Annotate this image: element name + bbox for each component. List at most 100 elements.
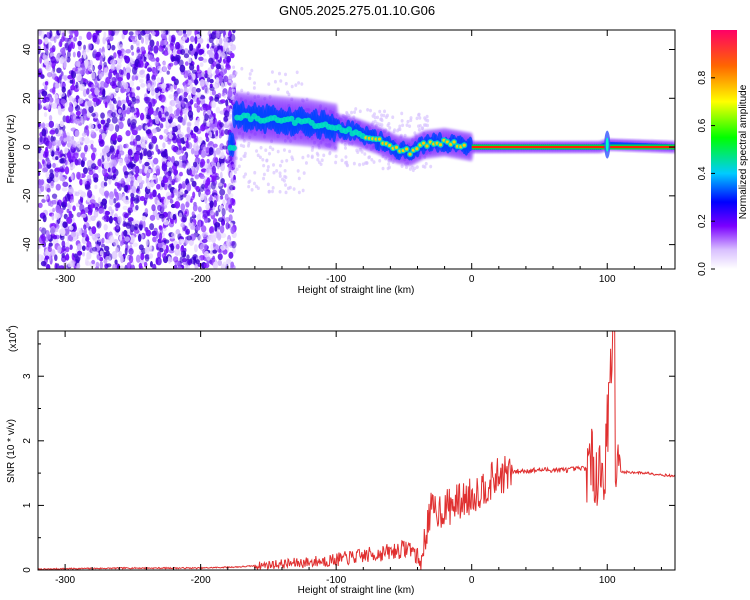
spectrum-speckle	[223, 183, 227, 188]
spectrum-speckle	[86, 174, 92, 180]
spectrum-speckle	[49, 47, 55, 53]
spectrum-speckle	[417, 113, 421, 117]
spectrum-speckle	[91, 163, 97, 170]
spectrum-speckle	[62, 142, 66, 147]
spectrum-speckle	[46, 31, 50, 38]
spectrum-spike-core	[605, 137, 609, 152]
spectrum-speckle	[173, 256, 179, 263]
spectrum-speckle	[373, 112, 377, 116]
spectrum-speckle	[131, 51, 135, 56]
spectrum-speckle	[63, 60, 67, 69]
spectrum-speckle	[411, 165, 415, 170]
spectrum-speckle	[191, 86, 198, 96]
spectrum-speckle	[301, 155, 305, 160]
spectrum-speckle	[297, 190, 301, 195]
spectrum-speckle	[80, 61, 86, 69]
spectrum-speckle	[54, 262, 58, 269]
spectrum-speckle	[130, 118, 137, 126]
spectrum-speckle	[76, 243, 82, 251]
spectrum-speckle	[177, 233, 182, 240]
spectrum-speckle	[174, 41, 181, 50]
spectrum-speckle	[186, 30, 192, 36]
spectrum-speckle	[398, 124, 402, 129]
spectrum-speckle	[188, 94, 192, 100]
spectrum-speckle	[243, 151, 247, 156]
spectrum-speckle	[141, 215, 147, 221]
spectrum-speckle	[186, 69, 191, 77]
spectrum-speckle	[112, 216, 118, 221]
spectrum-peak-high	[438, 143, 443, 147]
spectrum-speckle	[179, 110, 183, 117]
spectrum-speckle	[147, 108, 154, 115]
spectrum-speckle	[197, 37, 204, 44]
spectrum-speckle	[334, 154, 338, 159]
colorbar-tick-label: 0.8	[697, 70, 708, 84]
spectrum-speckle	[421, 126, 425, 130]
spectrum-speckle	[131, 96, 136, 102]
spectrum-speckle	[88, 105, 94, 114]
spectrum-speckle	[125, 48, 131, 54]
spectrum-speckle	[43, 58, 50, 66]
spectrum-speckle	[64, 42, 69, 51]
spectrum-speckle	[226, 55, 231, 63]
spectrum-speckle	[206, 235, 213, 243]
spectrum-speckle	[148, 143, 152, 150]
spectrum-speckle	[222, 199, 226, 206]
spectrum-speckle	[97, 158, 102, 167]
spectrum-speckle	[70, 84, 76, 91]
spectrum-speckle	[177, 266, 183, 269]
spectrum-peak-high	[405, 147, 409, 151]
spectrum-speckle	[122, 220, 126, 228]
spectrum-speckle	[140, 141, 146, 148]
spectrum-speckle	[202, 52, 206, 57]
spectrum-speckle	[165, 84, 170, 89]
spectrum-speckle	[129, 176, 135, 184]
spectrum-speckle	[134, 98, 140, 104]
spectrum-speckle	[175, 30, 180, 33]
spectrum-speckle	[186, 183, 192, 192]
spectrum-speckle	[138, 265, 144, 269]
spectrum-speckle	[86, 88, 90, 95]
spectrum-speckle	[77, 158, 82, 166]
spectrum-speckle	[178, 155, 184, 161]
spectrum-speckle	[117, 108, 122, 114]
spectrum-speckle	[174, 54, 181, 61]
spectrum-speckle	[138, 158, 142, 164]
spectrum-speckle	[139, 152, 143, 161]
spectrum-speckle	[106, 44, 110, 49]
spectrum-speckle	[162, 135, 169, 142]
colorbar: 0.0 0.2 0.4 0.6 0.8 Normalized spectral ampl…	[697, 30, 749, 276]
spectrum-speckle	[227, 240, 230, 248]
spectrum-speckle	[101, 133, 106, 139]
spectrum-speckle	[38, 202, 43, 209]
spectrum-speckle	[228, 113, 232, 118]
svg-text:(x104): (x104)	[6, 325, 19, 352]
spectrum-speckle	[117, 100, 122, 107]
spectrum-speckle	[122, 103, 126, 111]
spectrum-speckle	[225, 99, 229, 107]
spectrum-speckle	[198, 189, 201, 198]
y-tick-label: 40	[22, 44, 33, 56]
spectrum-speckle	[208, 57, 214, 64]
spectrum-speckle	[163, 167, 168, 176]
spectrum-speckle	[77, 97, 84, 104]
spectrum-speckle	[104, 145, 110, 154]
spectrum-speckle	[103, 214, 109, 220]
spectrum-speckle	[187, 110, 194, 119]
spectrum-speckle	[45, 263, 51, 269]
spectrum-speckle	[242, 144, 246, 149]
spectrum-speckle	[148, 101, 153, 109]
spectrum-speckle	[151, 31, 156, 36]
spectrum-speckle	[199, 62, 204, 67]
spectrum-speckle	[73, 140, 77, 148]
spectrum-speckle	[228, 207, 232, 213]
spectrum-speckle	[162, 66, 167, 72]
spectrum-speckle	[229, 184, 235, 191]
spectrum-speckle	[220, 245, 226, 251]
spectrum-speckle	[181, 100, 185, 107]
spectrum-speckle	[55, 54, 60, 62]
spectrum-speckle	[143, 96, 149, 102]
spectrum-speckle	[119, 265, 124, 269]
spectrum-speckle	[217, 182, 223, 187]
spectrum-speckle	[117, 77, 123, 82]
